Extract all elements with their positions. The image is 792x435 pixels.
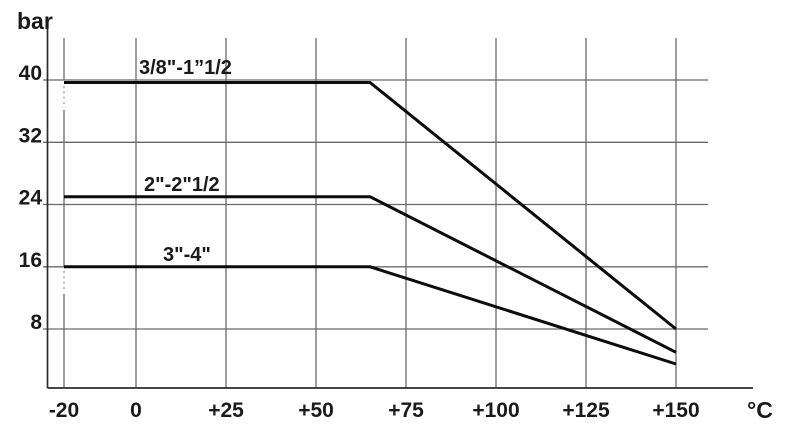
y-tick-label-8: 8 xyxy=(30,311,42,334)
x-tick-label-125: +125 xyxy=(562,399,610,422)
y-tick-label-32: 32 xyxy=(19,124,42,147)
x-axis-unit-label: °C xyxy=(747,397,773,423)
x-tick-label-50: +50 xyxy=(298,399,334,422)
x-tick-label-75: +75 xyxy=(388,399,424,422)
series-label-1: 2"-2"1/2 xyxy=(144,174,220,196)
series-line-2 xyxy=(64,265,677,366)
y-tick-label-24: 24 xyxy=(19,187,43,210)
y-tick-label-16: 16 xyxy=(19,249,42,272)
y-axis-unit-label: bar xyxy=(17,8,53,34)
y-tick-label-40: 40 xyxy=(19,62,42,85)
x-tick-label-100: +100 xyxy=(472,399,519,422)
series-line-0 xyxy=(64,81,677,331)
series-label-2: 3"-4" xyxy=(163,244,211,266)
x-tick-label--20: -20 xyxy=(49,399,79,422)
x-tick-label-150: +150 xyxy=(652,399,699,422)
x-tick-label-25: +25 xyxy=(208,399,244,422)
x-tick-label-0: 0 xyxy=(130,399,142,422)
series-line-1 xyxy=(64,195,677,354)
series-label-0: 3/8"-1”1/2 xyxy=(139,57,232,79)
